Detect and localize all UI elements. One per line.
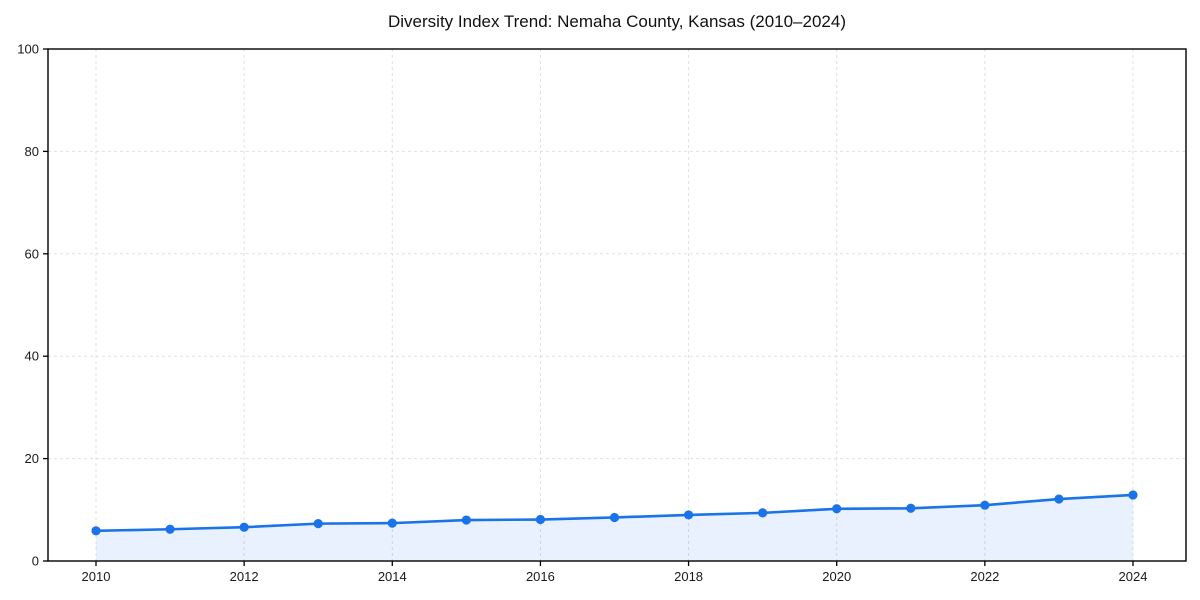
x-tick-label: 2018: [674, 569, 703, 584]
data-point: [165, 524, 175, 534]
plot-border: [47, 48, 1187, 562]
data-point: [239, 522, 249, 532]
x-tick-label: 2014: [378, 569, 407, 584]
data-point: [387, 518, 397, 528]
chart-title: Diversity Index Trend: Nemaha County, Ka…: [388, 12, 846, 31]
y-tick-label: 60: [25, 246, 39, 261]
x-tick-label: 2016: [526, 569, 555, 584]
data-point: [832, 504, 842, 514]
data-point: [980, 500, 990, 510]
data-point: [91, 526, 101, 536]
data-point: [683, 510, 694, 520]
data-point: [758, 508, 768, 518]
x-tick-label: 2020: [822, 569, 851, 584]
y-tick-label: 40: [25, 349, 39, 364]
x-tick-label: 2012: [230, 569, 259, 584]
x-tick-label: 2022: [970, 569, 999, 584]
data-point: [609, 512, 620, 523]
y-tick-label: 100: [17, 42, 39, 57]
x-tick-label: 2010: [82, 569, 111, 584]
y-tick-label: 20: [25, 451, 39, 466]
x-tick-label: 2024: [1119, 569, 1148, 584]
y-tick-label: 80: [25, 144, 39, 159]
data-point: [535, 514, 546, 525]
y-tick-label: 0: [32, 554, 39, 569]
data-point: [1054, 494, 1064, 504]
area-fill: [96, 494, 1133, 561]
data-point: [1128, 490, 1138, 500]
data-point: [313, 519, 323, 529]
data-point: [906, 503, 916, 513]
data-point: [461, 515, 471, 525]
